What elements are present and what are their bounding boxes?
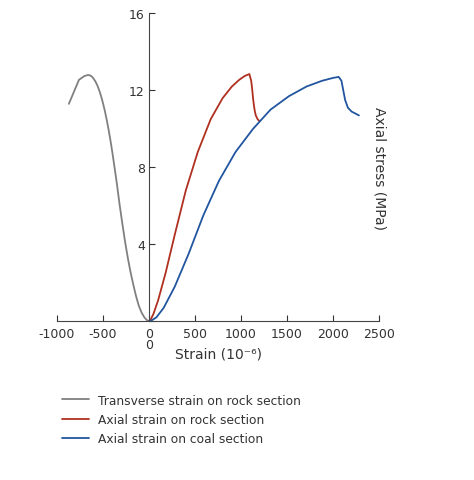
Transverse strain on rock section [142,315,147,321]
Axial strain on coal section [149,318,155,324]
Transverse strain on rock section [114,180,119,186]
Transverse strain on rock section [94,84,100,89]
Axial strain on rock section [220,96,226,102]
Axial strain on rock section [250,96,256,102]
Axial strain on rock section [252,109,258,115]
Line: Transverse strain on rock section: Transverse strain on rock section [69,76,149,322]
Axial strain on coal section [250,127,256,132]
Legend: Transverse strain on rock section, Axial strain on rock section, Axial strain on: Transverse strain on rock section, Axial… [57,389,306,450]
Axial strain on rock section [248,79,254,84]
Transverse strain on rock section [133,294,139,300]
Axial strain on coal section [338,79,344,84]
Transverse strain on rock section [93,80,99,85]
Axial strain on coal section [356,113,362,119]
Axial strain on coal section [186,252,191,257]
Transverse strain on rock section [100,101,106,107]
Transverse strain on rock section [139,310,145,316]
Axial strain on coal section [268,108,273,113]
Transverse strain on rock section [104,117,109,123]
Axial strain on coal section [340,88,346,94]
Axial strain on rock section [251,104,257,109]
Axial strain on coal section [349,109,355,115]
Transverse strain on rock section [125,255,131,261]
Transverse strain on rock section [98,94,104,100]
Axial strain on coal section [201,213,206,219]
Axial strain on coal section [216,179,222,184]
Axial strain on coal section [304,84,310,90]
Axial strain on coal section [330,76,336,82]
Axial strain on coal section [172,284,178,290]
Axial strain on coal section [146,319,152,324]
Line: Axial strain on coal section: Axial strain on coal section [149,78,359,322]
Transverse strain on rock section [82,74,87,80]
Transverse strain on rock section [66,102,72,108]
Axial strain on rock section [183,188,189,194]
Y-axis label: Axial stress (MPa): Axial stress (MPa) [372,107,386,229]
Transverse strain on rock section [128,270,133,276]
Axial strain on coal section [345,106,351,111]
Axial strain on rock section [249,86,255,92]
Axial strain on rock section [208,117,213,123]
Axial strain on coal section [233,150,238,156]
Axial strain on rock section [253,113,259,119]
Axial strain on rock section [256,119,262,125]
Transverse strain on rock section [130,282,136,288]
Transverse strain on rock section [89,74,95,80]
Axial strain on coal section [336,75,342,81]
Axial strain on rock section [229,84,235,90]
Transverse strain on rock section [144,317,149,323]
Axial strain on coal section [342,98,348,104]
Line: Axial strain on rock section: Axial strain on rock section [149,75,259,322]
Transverse strain on rock section [146,319,152,324]
Axial strain on coal section [154,315,159,321]
Transverse strain on rock section [117,202,122,207]
Axial strain on rock section [151,311,156,317]
Axial strain on coal section [286,94,292,100]
Axial strain on coal section [161,305,166,311]
Transverse strain on rock section [122,239,128,245]
Transverse strain on rock section [145,318,151,324]
X-axis label: Strain (10⁻⁶): Strain (10⁻⁶) [174,347,262,361]
Axial strain on rock section [155,298,161,303]
Axial strain on rock section [148,317,154,323]
Axial strain on rock section [237,78,242,84]
Transverse strain on rock section [136,303,142,309]
Axial strain on rock section [172,232,178,238]
Axial strain on rock section [146,319,152,324]
Axial strain on coal section [319,79,325,84]
Axial strain on rock section [163,271,168,276]
Transverse strain on rock section [76,78,82,84]
Text: 0: 0 [145,338,153,351]
Axial strain on rock section [195,150,201,156]
Transverse strain on rock section [91,77,97,83]
Transverse strain on rock section [85,73,91,79]
Axial strain on rock section [255,117,261,123]
Transverse strain on rock section [106,127,111,132]
Transverse strain on rock section [87,73,93,79]
Axial strain on rock section [242,74,247,80]
Transverse strain on rock section [102,108,108,114]
Transverse strain on rock section [96,88,102,94]
Transverse strain on rock section [119,221,125,227]
Transverse strain on rock section [111,161,117,167]
Axial strain on rock section [246,72,252,78]
Transverse strain on rock section [108,137,113,143]
Transverse strain on rock section [109,149,115,155]
